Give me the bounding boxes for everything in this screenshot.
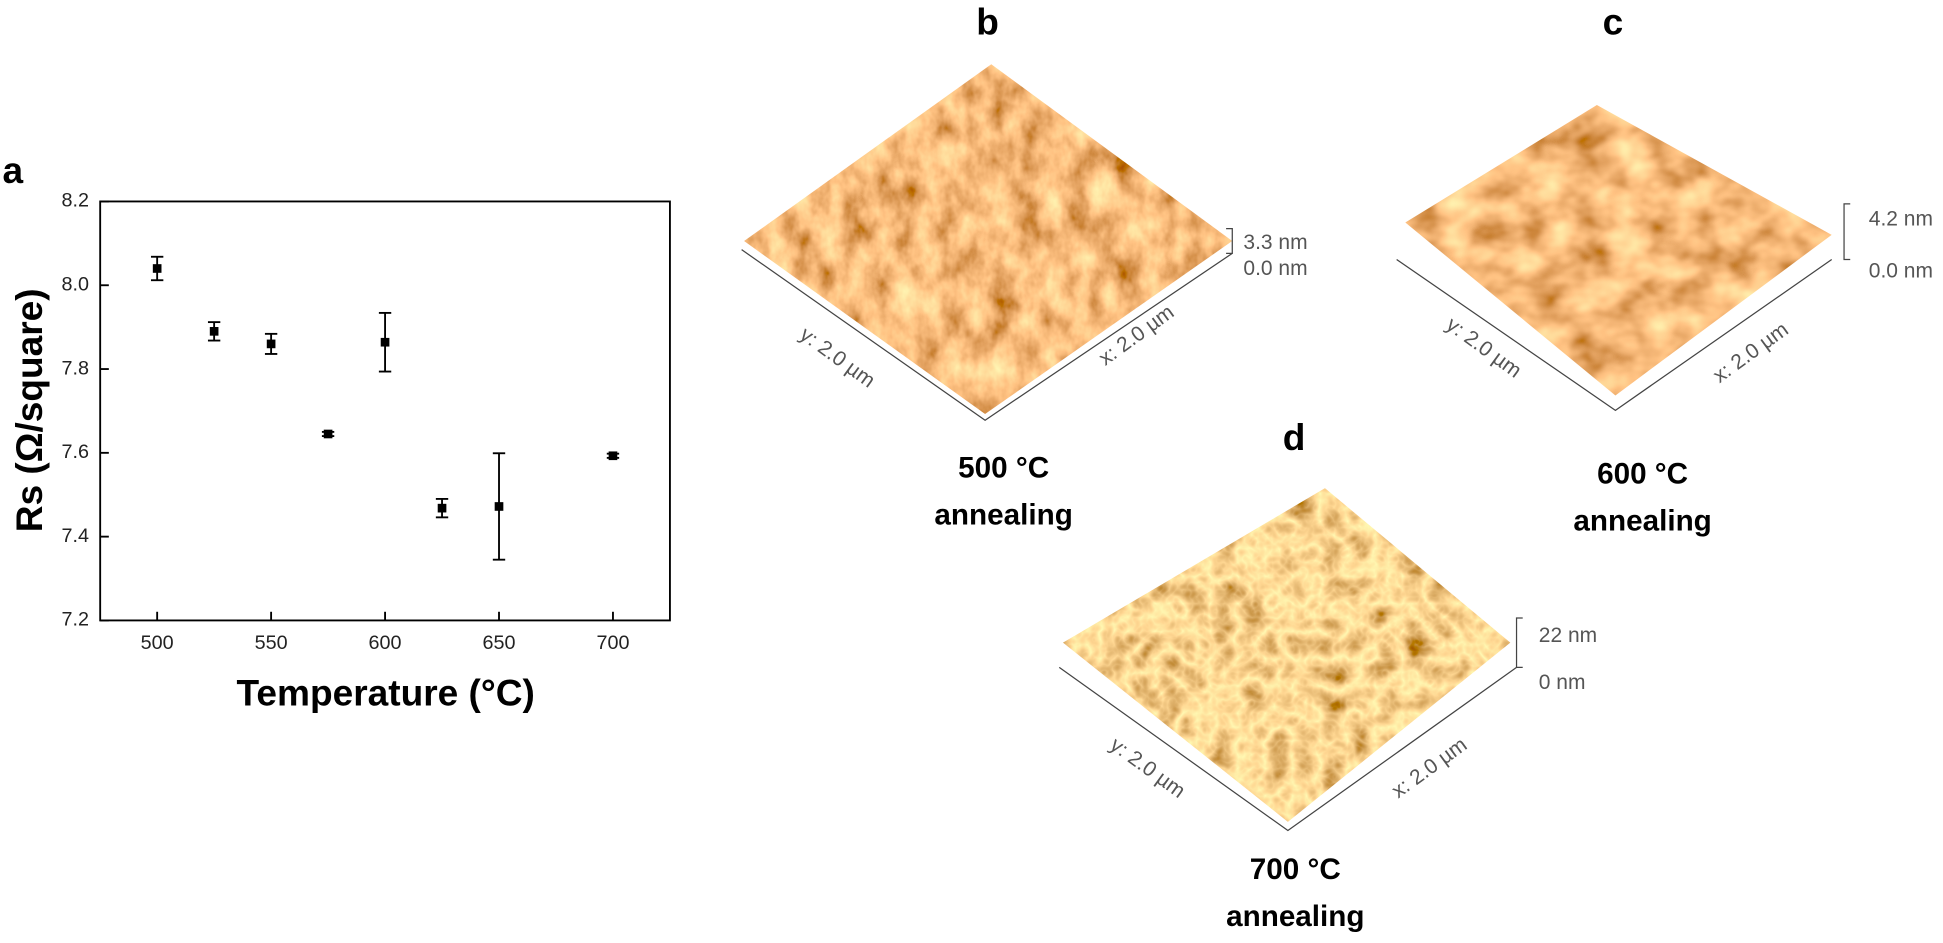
x-tick-label: 700 [596,632,629,654]
point [608,451,618,461]
caption: 500 °C [958,451,1049,484]
x-tick-label: 550 [255,632,288,654]
caption: annealing [934,498,1072,531]
afm-axes [1058,666,1517,832]
panel-label: a [3,149,24,191]
caption: annealing [1573,505,1711,538]
z-scale-bar [1226,228,1233,254]
point [266,339,276,349]
z-max: 4.2 nm [1869,208,1933,231]
afm-surface [744,64,1233,415]
afm-panel: 3.3 nm 0.0 nm y: 2.0 µm x: 2.0 µm b 500 … [741,1,1308,531]
x-axis-label: x: 2.0 µm [1709,318,1793,388]
x-axis-label: Temperature (°C) [237,672,535,714]
point [380,337,390,347]
point [494,502,504,511]
y-axis-label: y: 2.0 µm [795,323,879,393]
afm-axes [741,249,1233,421]
caption: 600 °C [1597,458,1688,491]
afm-panel: 22 nm 0 nm y: 2.0 µm x: 2.0 µm d 700 °C … [1058,416,1597,933]
panel-label: d [1283,416,1306,458]
z-min: 0.0 nm [1869,259,1933,282]
z-min: 0 nm [1539,671,1586,694]
afm-surface [1062,488,1511,822]
panel-label: c [1603,1,1624,43]
y-tick-label: 7.4 [62,525,89,547]
z-min: 0.0 nm [1243,257,1307,280]
point [152,264,162,273]
panel-label: b [976,1,999,43]
afm-panel: 4.2 nm 0.0 nm y: 2.0 µm x: 2.0 µm c 600 … [1396,1,1933,538]
point [437,503,447,513]
y-tick-label: 7.8 [62,357,89,379]
point [323,429,333,439]
x-tick-label: 600 [369,632,402,654]
caption: 700 °C [1250,853,1341,886]
x-tick-label: 650 [483,632,516,654]
z-scale-bar [1843,203,1851,261]
z-max: 3.3 nm [1243,231,1307,254]
x-tick-label: 500 [141,632,174,654]
afm-axes [1396,259,1833,412]
y-tick-label: 7.2 [62,609,89,631]
plot-frame [99,200,671,622]
x-axis-label: x: 2.0 µm [1388,733,1472,803]
z-max: 22 nm [1539,624,1597,647]
y-axis-label: y: 2.0 µm [1442,313,1526,383]
y-axis-label: y: 2.0 µm [1106,733,1190,803]
y-tick-label: 8.2 [62,190,89,212]
y-axis-label: Rs (Ω/square) [8,288,50,532]
z-scale-bar [1515,617,1523,669]
caption: annealing [1226,900,1364,933]
y-tick-label: 7.6 [62,441,89,463]
y-tick-label: 8.0 [62,273,89,295]
point [209,327,219,336]
afm-surface [1405,105,1832,396]
